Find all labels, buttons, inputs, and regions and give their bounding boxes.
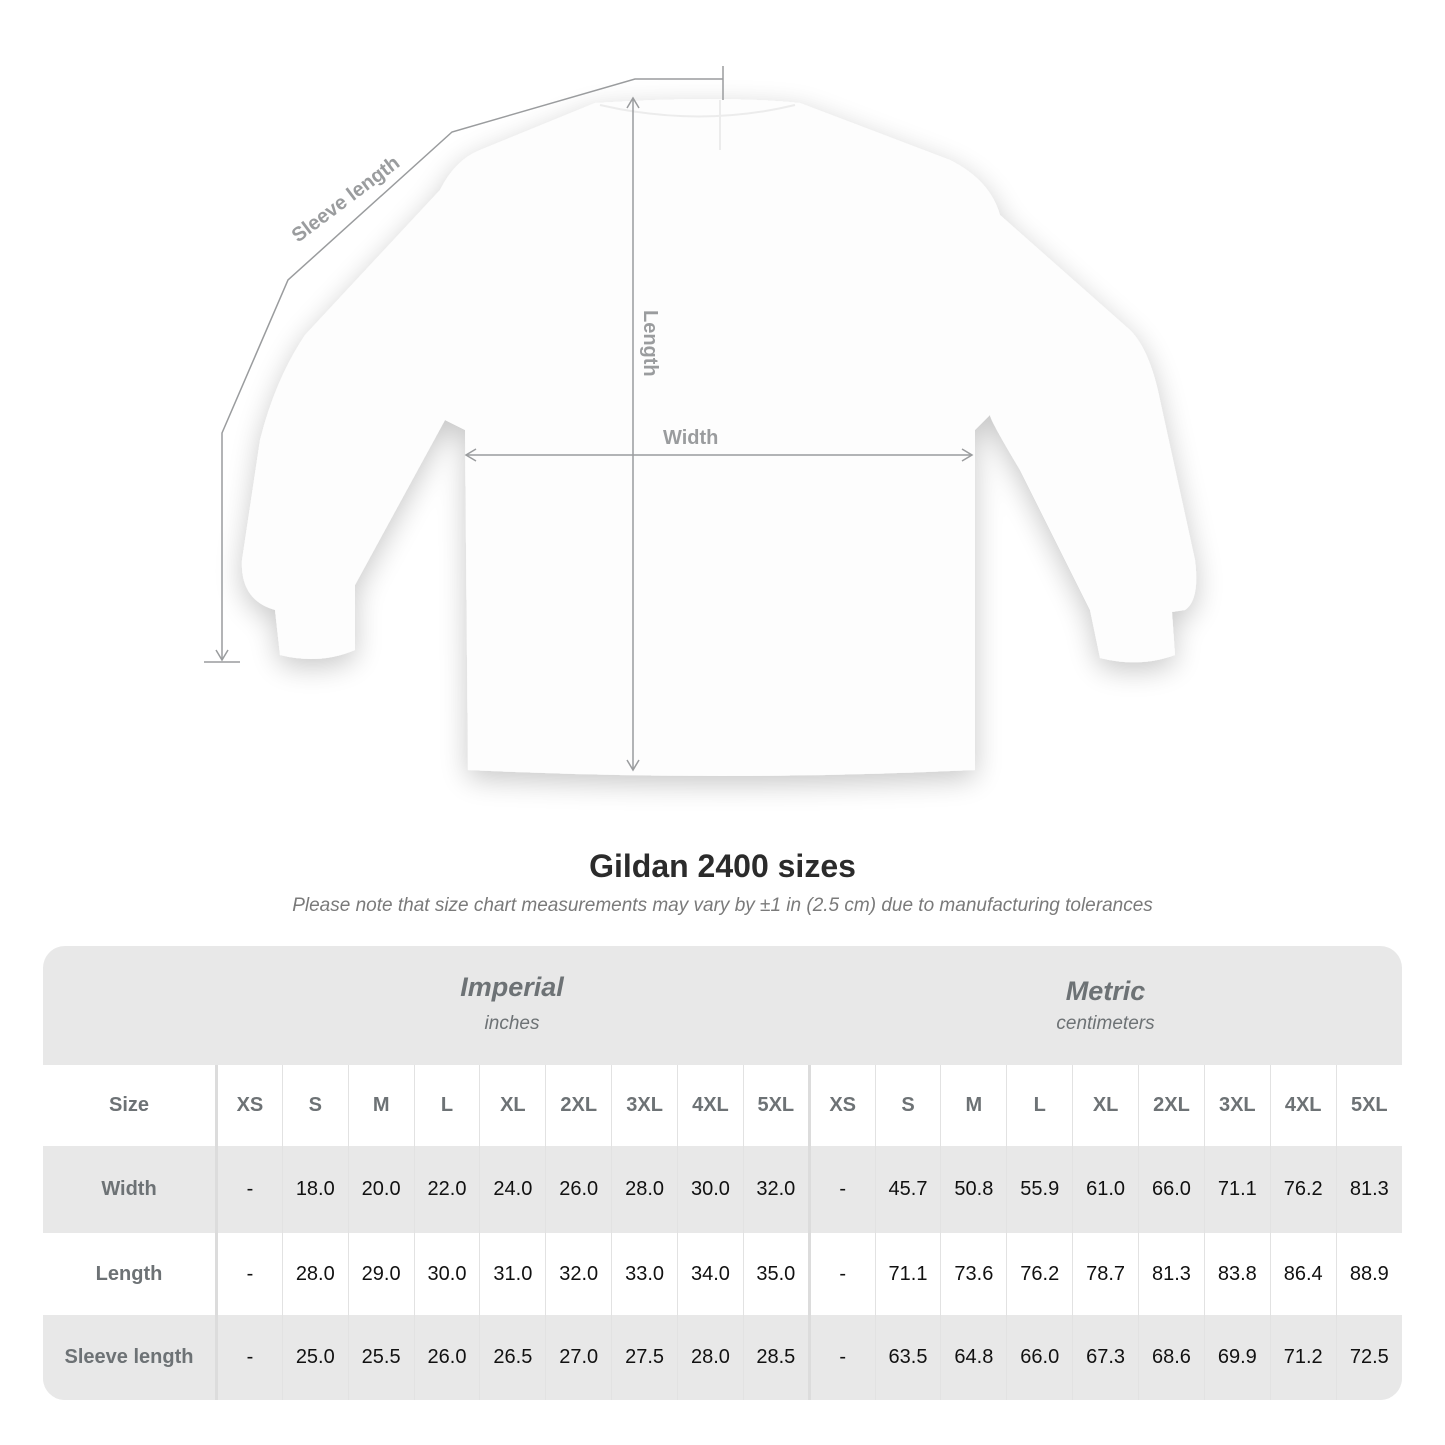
long-sleeve-shirt — [241, 99, 1197, 776]
metric-length-value: 73.6 — [940, 1233, 1007, 1315]
imperial-width-value: 22.0 — [413, 1146, 480, 1233]
metric-length-value: 81.3 — [1138, 1233, 1205, 1315]
shirt-diagram: Sleeve length Length Width — [204, 66, 1197, 776]
metric-size-s: S — [874, 1065, 941, 1146]
metric-length-value: 71.1 — [874, 1233, 941, 1315]
imperial-length-value: 30.0 — [413, 1233, 480, 1315]
row-label: Width — [43, 1146, 218, 1233]
width-label: Width — [663, 427, 718, 449]
metric-header: Metric centimeters — [809, 946, 1402, 1064]
imperial-width-value: 28.0 — [611, 1146, 678, 1233]
imperial-size-l: L — [413, 1065, 480, 1146]
metric-width-value: 61.0 — [1072, 1146, 1139, 1233]
imperial-sleeve-length-value: 25.0 — [281, 1315, 349, 1400]
metric-length-value: 86.4 — [1269, 1233, 1337, 1315]
page-title: Gildan 2400 sizes — [589, 848, 856, 884]
imperial-length-value: 35.0 — [742, 1233, 810, 1315]
metric-size-5xl: 5XL — [1335, 1065, 1402, 1146]
imperial-sleeve-length-value: - — [216, 1315, 283, 1400]
metric-length-value: 83.8 — [1203, 1233, 1271, 1315]
metric-sleeve-length-value: 68.6 — [1138, 1315, 1205, 1400]
imperial-size-xl: XL — [479, 1065, 546, 1146]
imperial-sleeve-length-value: 28.0 — [677, 1315, 744, 1400]
size-header-row: Size XS S M L XL 2XL 3XL 4XL 5XL XS S M L XL 2XL 3XL 4XL 5… — [43, 1065, 1402, 1146]
metric-width-value: 81.3 — [1335, 1146, 1402, 1233]
row-label: Sleeve length — [43, 1315, 218, 1400]
imperial-length-value: 29.0 — [347, 1233, 415, 1315]
row-label: Length — [43, 1233, 218, 1315]
metric-length-value: 78.7 — [1072, 1233, 1139, 1315]
imperial-unit: inches — [484, 1013, 540, 1034]
imperial-width-value: 30.0 — [677, 1146, 744, 1233]
imperial-header: Imperial inches — [215, 946, 809, 1064]
metric-size-xs: XS — [807, 1065, 876, 1146]
size-label: Size — [43, 1065, 218, 1146]
metric-size-2xl: 2XL — [1138, 1065, 1205, 1146]
imperial-width-value: 26.0 — [545, 1146, 612, 1233]
size-table: Imperial inches Metric centimeters Size X… — [43, 946, 1402, 1400]
imperial-sleeve-length-value: 26.0 — [413, 1315, 480, 1400]
imperial-sleeve-length-value: 28.5 — [742, 1315, 810, 1400]
metric-unit: centimeters — [1056, 1013, 1155, 1034]
table-row-sleeve-length: Sleeve length -25.0 25.5 26.0 26.5 27.0 27.5 28… — [43, 1315, 1402, 1400]
metric-sleeve-length-value: 72.5 — [1335, 1315, 1402, 1400]
metric-width-value: 76.2 — [1269, 1146, 1337, 1233]
imperial-size-m: M — [347, 1065, 415, 1146]
metric-sleeve-length-value: 64.8 — [940, 1315, 1007, 1400]
imperial-sleeve-length-value: 26.5 — [479, 1315, 546, 1400]
imperial-sleeve-length-value: 25.5 — [347, 1315, 415, 1400]
imperial-size-s: S — [281, 1065, 349, 1146]
sleeve-length-line — [221, 78, 723, 660]
metric-width-value: 50.8 — [940, 1146, 1007, 1233]
length-label: Length — [639, 310, 661, 377]
metric-sleeve-length-value: 66.0 — [1006, 1315, 1073, 1400]
metric-width-value: 45.7 — [874, 1146, 941, 1233]
metric-width-value: - — [807, 1146, 876, 1233]
metric-sleeve-length-value: - — [807, 1315, 876, 1400]
metric-size-4xl: 4XL — [1269, 1065, 1337, 1146]
metric-sleeve-length-value: 63.5 — [874, 1315, 941, 1400]
metric-title: Metric — [1065, 976, 1146, 1006]
imperial-length-value: - — [216, 1233, 283, 1315]
table-row-width: Width -18.0 20.0 22.0 24.0 26.0 28.0 30.0 32.0-4… — [43, 1146, 1402, 1233]
metric-width-value: 66.0 — [1138, 1146, 1205, 1233]
imperial-width-value: 24.0 — [479, 1146, 546, 1233]
metric-size-xl: XL — [1072, 1065, 1139, 1146]
metric-size-l: L — [1006, 1065, 1073, 1146]
metric-length-value: 76.2 — [1006, 1233, 1073, 1315]
metric-length-value: 88.9 — [1335, 1233, 1402, 1315]
imperial-size-5xl: 5XL — [742, 1065, 810, 1146]
metric-length-value: - — [807, 1233, 876, 1315]
imperial-width-value: 18.0 — [281, 1146, 349, 1233]
metric-size-3xl: 3XL — [1203, 1065, 1271, 1146]
imperial-title: Imperial — [460, 972, 564, 1002]
metric-width-value: 55.9 — [1006, 1146, 1073, 1233]
imperial-length-value: 34.0 — [677, 1233, 744, 1315]
imperial-size-xs: XS — [216, 1065, 283, 1146]
imperial-length-value: 28.0 — [281, 1233, 349, 1315]
imperial-length-value: 31.0 — [479, 1233, 546, 1315]
tolerance-note: Please note that size chart measurements… — [292, 895, 1153, 916]
metric-sleeve-length-value: 69.9 — [1203, 1315, 1271, 1400]
imperial-width-value: - — [216, 1146, 283, 1233]
imperial-size-2xl: 2XL — [545, 1065, 612, 1146]
imperial-width-value: 20.0 — [347, 1146, 415, 1233]
imperial-sleeve-length-value: 27.5 — [611, 1315, 678, 1400]
sleeve-length-label: Sleeve length — [288, 152, 404, 247]
size-grid: Size XS S M L XL 2XL 3XL 4XL 5XL XS S M L XL 2XL 3XL 4XL 5… — [43, 1065, 1402, 1400]
imperial-sleeve-length-value: 27.0 — [545, 1315, 612, 1400]
imperial-length-value: 32.0 — [545, 1233, 612, 1315]
measurement-lines — [204, 66, 974, 772]
imperial-size-4xl: 4XL — [677, 1065, 744, 1146]
metric-size-m: M — [940, 1065, 1007, 1146]
table-row-length: Length -28.0 29.0 30.0 31.0 32.0 33.0 34.0 35.0-… — [43, 1233, 1402, 1315]
metric-sleeve-length-value: 71.2 — [1269, 1315, 1337, 1400]
imperial-size-3xl: 3XL — [611, 1065, 678, 1146]
imperial-width-value: 32.0 — [742, 1146, 810, 1233]
imperial-length-value: 33.0 — [611, 1233, 678, 1315]
metric-sleeve-length-value: 67.3 — [1072, 1315, 1139, 1400]
metric-width-value: 71.1 — [1203, 1146, 1271, 1233]
